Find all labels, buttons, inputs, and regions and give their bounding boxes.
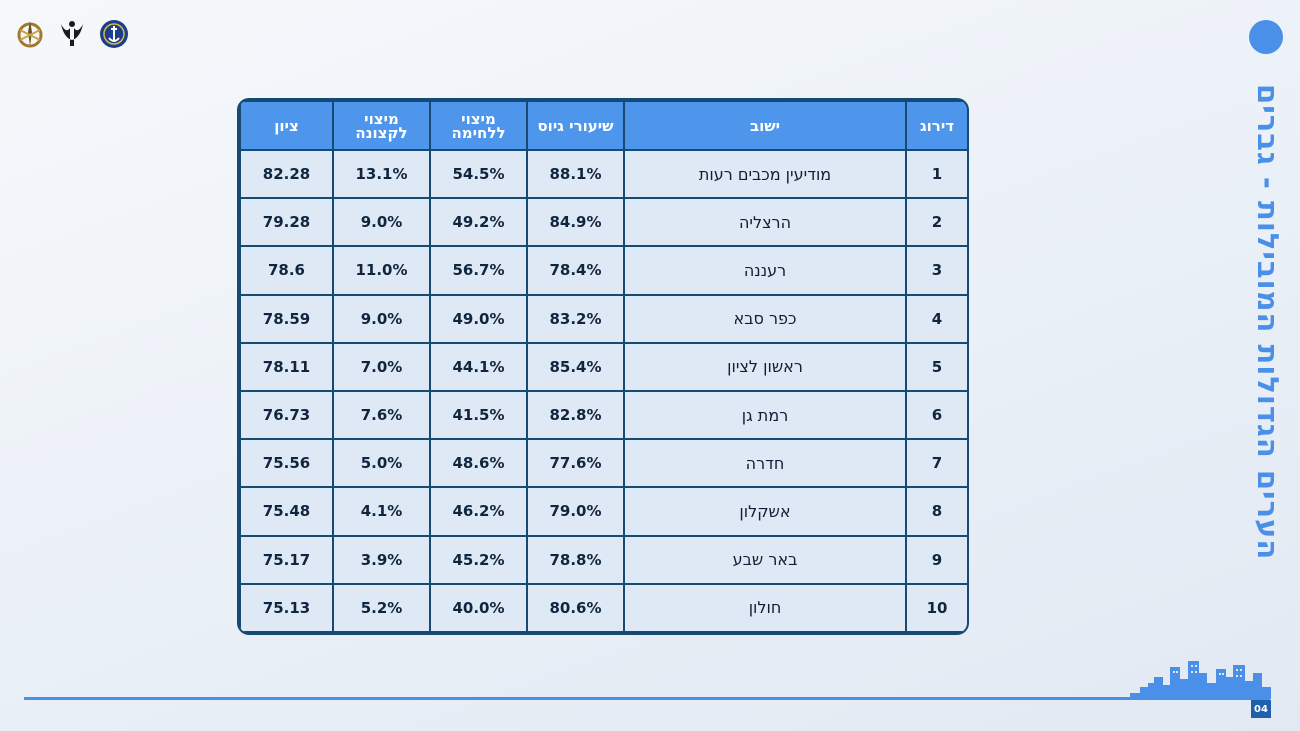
table-row: 3 רעננה 78.4% 56.7% 11.0% 78.6: [239, 245, 967, 296]
page-number: 04: [1251, 700, 1271, 718]
cell-officers: 11.0%: [332, 245, 431, 296]
cell-recruit-rate: 78.4%: [526, 245, 625, 296]
cell-city: הרצליה: [623, 197, 907, 248]
navy-emblem-icon: [98, 18, 130, 50]
cell-score: 78.11: [239, 341, 334, 392]
cell-rank: 7: [905, 438, 967, 489]
cell-city: חולון: [623, 582, 907, 633]
cell-city: אשקלון: [623, 486, 907, 537]
cell-score: 75.56: [239, 438, 334, 489]
cell-score: 75.13: [239, 582, 334, 633]
table-row: 8 אשקלון 79.0% 46.2% 4.1% 75.48: [239, 486, 967, 537]
cell-score: 75.17: [239, 534, 334, 585]
cell-city: ראשון לציון: [623, 341, 907, 392]
table-row: 1 מודיעין מכבים רעות 88.1% 54.5% 13.1% 8…: [239, 148, 967, 200]
cell-officers: 7.0%: [332, 341, 431, 392]
cell-recruit-rate: 80.6%: [526, 582, 625, 633]
cell-combat: 49.2%: [429, 197, 528, 248]
table-row: 7 חדרה 77.6% 48.6% 5.0% 75.56: [239, 438, 967, 489]
table-row: 4 כפר סבא 83.2% 49.0% 9.0% 78.59: [239, 293, 967, 344]
title-accent-dot: [1249, 20, 1283, 54]
cell-combat: 41.5%: [429, 389, 528, 441]
cell-rank: 10: [905, 582, 967, 633]
cell-rank: 8: [905, 486, 967, 537]
cell-officers: 4.1%: [332, 486, 431, 537]
cell-combat: 49.0%: [429, 293, 528, 344]
table-row: 10 חולון 80.6% 40.0% 5.2% 75.13: [239, 582, 967, 633]
cell-recruit-rate: 85.4%: [526, 341, 625, 392]
cell-city: חדרה: [623, 438, 907, 489]
city-skyline-icon: [1130, 661, 1271, 699]
cell-combat: 44.1%: [429, 341, 528, 392]
cell-officers: 7.6%: [332, 389, 431, 441]
cell-recruit-rate: 82.8%: [526, 389, 625, 441]
cell-score: 79.28: [239, 197, 334, 248]
header-score: ציון: [239, 100, 334, 151]
cell-rank: 2: [905, 197, 967, 248]
cell-combat: 56.7%: [429, 245, 528, 296]
cell-combat: 54.5%: [429, 148, 528, 200]
table-row: 5 ראשון לציון 85.4% 44.1% 7.0% 78.11: [239, 341, 967, 392]
cell-city: רמת גן: [623, 389, 907, 441]
cell-recruit-rate: 88.1%: [526, 148, 625, 200]
table-row: 6 רמת גן 82.8% 41.5% 7.6% 76.73: [239, 389, 967, 441]
cell-recruit-rate: 79.0%: [526, 486, 625, 537]
bottom-divider: [24, 697, 1270, 700]
cell-city: רעננה: [623, 245, 907, 296]
table-row: 2 הרצליה 84.9% 49.2% 9.0% 79.28: [239, 197, 967, 248]
cell-recruit-rate: 83.2%: [526, 293, 625, 344]
cell-officers: 9.0%: [332, 293, 431, 344]
cell-score: 78.6: [239, 245, 334, 296]
table-row: 9 באר שבע 78.8% 45.2% 3.9% 75.17: [239, 534, 967, 585]
cell-officers: 5.0%: [332, 438, 431, 489]
cell-officers: 9.0%: [332, 197, 431, 248]
header-city: ישוב: [623, 100, 907, 151]
logo-group: [14, 18, 130, 50]
header-rank: דירוג: [905, 100, 967, 151]
cell-rank: 6: [905, 389, 967, 441]
cell-combat: 45.2%: [429, 534, 528, 585]
cell-city: באר שבע: [623, 534, 907, 585]
cell-city: כפר סבא: [623, 293, 907, 344]
table-header-row: דירוג ישוב שיעורי גיוס מיצוי ללחימה מיצו…: [239, 100, 967, 151]
unit-emblem-icon: [56, 18, 88, 50]
cell-recruit-rate: 77.6%: [526, 438, 625, 489]
cell-combat: 40.0%: [429, 582, 528, 633]
header-combat: מיצוי ללחימה: [429, 100, 528, 151]
idf-emblem-icon: [14, 18, 46, 50]
cell-officers: 13.1%: [332, 148, 431, 200]
cell-combat: 48.6%: [429, 438, 528, 489]
page-title: הערים הגדולות המובילות - גברים: [1251, 83, 1285, 560]
cell-city: מודיעין מכבים רעות: [623, 148, 907, 200]
cell-combat: 46.2%: [429, 486, 528, 537]
cell-officers: 3.9%: [332, 534, 431, 585]
cell-rank: 3: [905, 245, 967, 296]
cell-recruit-rate: 84.9%: [526, 197, 625, 248]
header-recruit-rate: שיעורי גיוס: [526, 100, 625, 151]
cell-officers: 5.2%: [332, 582, 431, 633]
cell-score: 75.48: [239, 486, 334, 537]
cell-score: 78.59: [239, 293, 334, 344]
cell-score: 76.73: [239, 389, 334, 441]
cell-recruit-rate: 78.8%: [526, 534, 625, 585]
ranking-table: דירוג ישוב שיעורי גיוס מיצוי ללחימה מיצו…: [237, 98, 969, 635]
header-officers: מיצוי לקצונה: [332, 100, 431, 151]
cell-rank: 4: [905, 293, 967, 344]
cell-score: 82.28: [239, 148, 334, 200]
cell-rank: 1: [905, 148, 967, 200]
cell-rank: 5: [905, 341, 967, 392]
cell-rank: 9: [905, 534, 967, 585]
